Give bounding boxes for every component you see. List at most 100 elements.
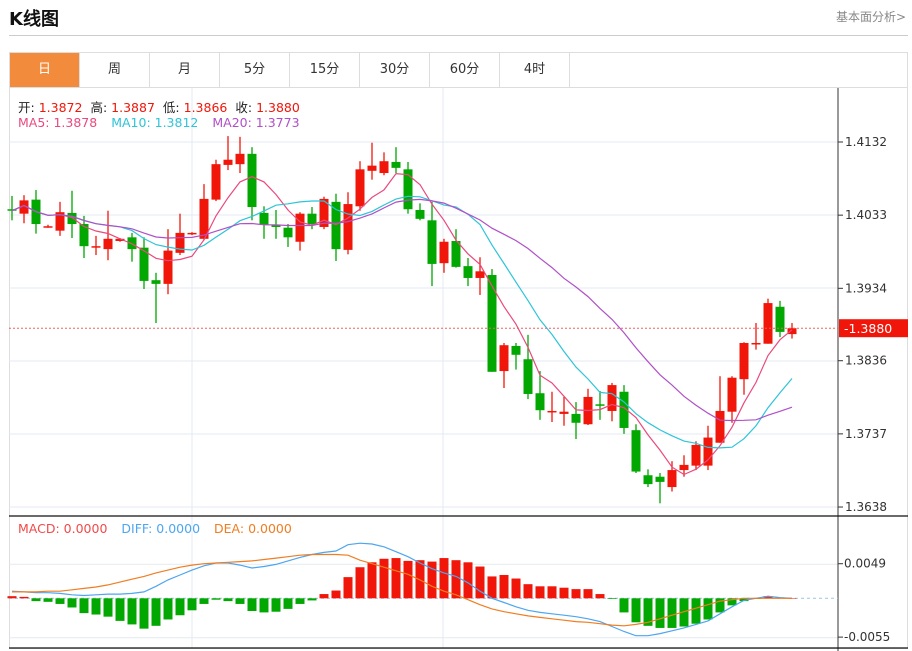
macd-bar	[595, 594, 605, 599]
macd-bar	[55, 598, 65, 604]
macd-bar	[523, 584, 533, 599]
macd-bar	[175, 598, 185, 616]
candle	[139, 237, 149, 290]
tab-month[interactable]: 月	[150, 53, 220, 87]
candle-body	[571, 413, 581, 423]
candle-body	[223, 159, 233, 165]
candle	[511, 342, 521, 370]
candle	[211, 159, 221, 202]
candle	[199, 184, 209, 241]
candle	[727, 376, 737, 423]
macd-bar	[103, 598, 113, 617]
candle-body	[547, 410, 557, 413]
candle	[643, 469, 653, 488]
ohlc-legend: 开: 1.3872 高: 1.3887 低: 1.3866 收: 1.3880	[18, 97, 304, 116]
ma-legend: MA5: 1.3878 MA10: 1.3812 MA20: 1.3773	[18, 115, 304, 130]
macd-bar	[559, 587, 569, 599]
candle	[175, 213, 185, 256]
macd-tick-label: 0.0049	[844, 557, 886, 571]
candle-body	[283, 227, 293, 238]
tab-4hour[interactable]: 4时	[500, 53, 570, 87]
candle-body	[463, 266, 473, 278]
dea-value: DEA: 0.0000	[214, 521, 292, 536]
candle-body	[175, 232, 185, 253]
ma20-line	[11, 198, 793, 422]
macd-bar	[307, 598, 317, 601]
candle	[715, 376, 725, 443]
candle-body	[691, 444, 701, 466]
macd-bar	[607, 598, 617, 600]
candle	[19, 195, 29, 224]
candle	[415, 203, 425, 221]
candle-body	[343, 204, 353, 250]
candle	[475, 257, 485, 295]
candle-body	[187, 232, 197, 235]
candle	[607, 382, 617, 422]
tab-15min[interactable]: 15分	[290, 53, 360, 87]
candle-body	[655, 476, 665, 482]
macd-bar	[283, 598, 293, 609]
high-label: 高:	[90, 100, 108, 115]
tab-5min[interactable]: 5分	[220, 53, 290, 87]
candle-body	[115, 238, 125, 242]
candle	[559, 396, 569, 426]
candle	[259, 206, 269, 239]
price-tick-label: 1.3836	[845, 354, 887, 368]
candle	[487, 269, 497, 372]
macd-bar	[163, 598, 173, 620]
candle-body	[295, 213, 305, 242]
macd-bar	[67, 598, 77, 608]
candle-body	[487, 275, 497, 372]
candle-body	[211, 164, 221, 200]
tab-30min[interactable]: 30分	[360, 53, 430, 87]
candle-body	[79, 224, 89, 247]
tab-60min[interactable]: 60分	[430, 53, 500, 87]
macd-bar	[211, 598, 221, 600]
candle	[571, 402, 581, 440]
candle	[163, 229, 173, 295]
macd-bar	[451, 560, 461, 599]
candle-body	[355, 169, 365, 207]
macd-bar	[535, 586, 545, 599]
candle-body	[7, 209, 17, 211]
macd-bar	[679, 598, 689, 627]
macd-bar	[463, 562, 473, 599]
candle-body	[763, 303, 773, 344]
candle	[523, 334, 533, 400]
candle-body	[271, 224, 281, 227]
candle	[787, 323, 797, 339]
candle-body	[787, 328, 797, 335]
candle	[427, 201, 437, 287]
macd-bar	[763, 596, 773, 599]
candle	[499, 342, 509, 389]
candle	[79, 215, 89, 259]
candle	[391, 147, 401, 174]
close-label: 收:	[235, 100, 253, 115]
divider	[9, 35, 908, 36]
fundamental-analysis-link[interactable]: 基本面分析>	[835, 10, 906, 24]
candle-body	[43, 226, 53, 228]
candle	[343, 192, 353, 255]
ma5-value: MA5: 1.3878	[18, 115, 98, 130]
price-tick-label: 1.3934	[845, 281, 887, 295]
macd-bar	[487, 576, 497, 599]
macd-bar	[19, 596, 29, 599]
macd-bar	[583, 589, 593, 599]
candle	[595, 391, 605, 420]
open-value: 1.3872	[38, 100, 83, 115]
candle	[55, 201, 65, 236]
candle	[7, 195, 17, 221]
candle-body	[367, 165, 377, 171]
candle	[247, 147, 257, 221]
candle-body	[415, 209, 425, 219]
candle	[547, 391, 557, 423]
macd-bar	[643, 598, 653, 626]
candle	[367, 142, 377, 180]
candle	[763, 298, 773, 344]
candle	[463, 258, 473, 287]
candle-body	[451, 241, 461, 267]
candle-body	[247, 153, 257, 208]
tab-week[interactable]: 周	[80, 53, 150, 87]
tab-day[interactable]: 日	[10, 53, 80, 87]
